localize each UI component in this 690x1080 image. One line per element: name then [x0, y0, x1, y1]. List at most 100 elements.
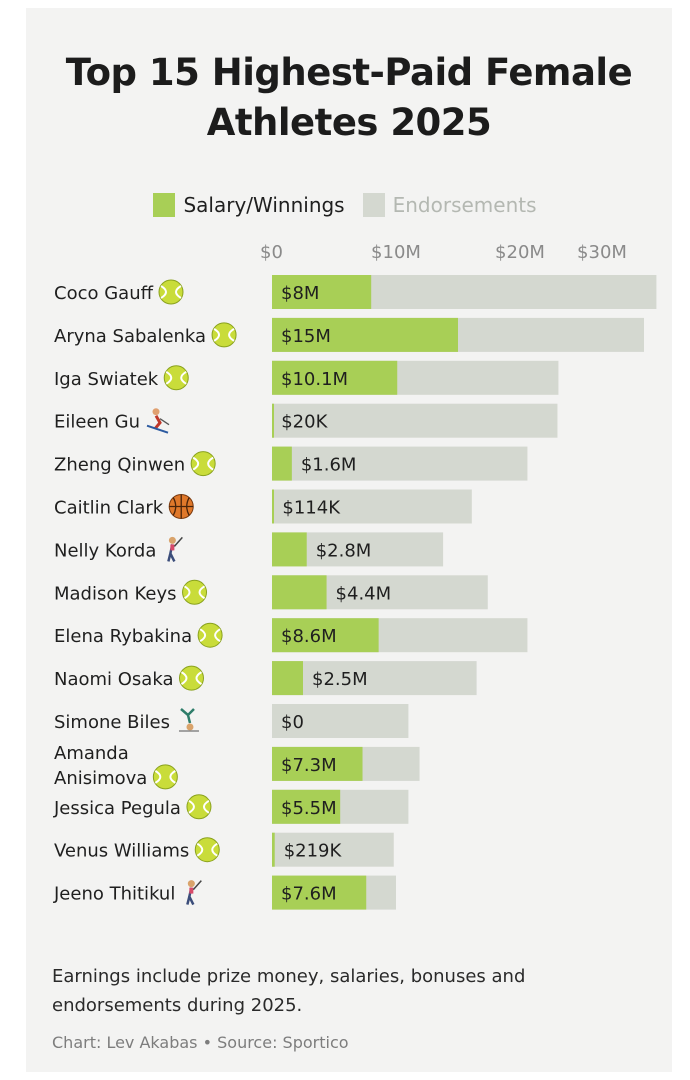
- tennis-ball-seam: [183, 585, 191, 600]
- skier-icon: [146, 408, 170, 434]
- tennis-ball-seam: [198, 585, 206, 600]
- tennis-ball-body: [178, 665, 204, 691]
- tennis-ball-icon: [197, 622, 223, 648]
- x-axis-tick-label: $0: [260, 242, 283, 263]
- tennis-ball-body: [211, 322, 237, 348]
- basketball-seam: [186, 497, 190, 516]
- athlete-name: Iga Swiatek: [54, 369, 159, 390]
- tennis-ball-body: [190, 451, 216, 477]
- athlete-name: Eileen Gu: [54, 412, 140, 433]
- tennis-ball-seam: [228, 328, 235, 342]
- golf-club: [173, 536, 183, 547]
- golfer-head: [168, 536, 176, 544]
- salary-value-label: $114K: [282, 498, 341, 519]
- athlete-name: Caitlin Clark: [54, 498, 164, 519]
- legend-item-salary: Salary/Winnings: [153, 193, 345, 217]
- athlete-name: Coco Gauff: [54, 283, 154, 304]
- basketball-seam: [172, 497, 177, 516]
- tennis-ball-seam: [169, 770, 176, 784]
- source-credit: Chart: Lev Akabas • Source: Sportico: [52, 1033, 349, 1052]
- salary-bar: [272, 875, 367, 910]
- endorsement-bar: [272, 661, 477, 696]
- tennis-ball-seam: [180, 671, 188, 685]
- legend-label-salary: Salary/Winnings: [183, 193, 345, 217]
- tennis-ball-seam: [202, 799, 210, 814]
- tennis-ball-seam: [165, 370, 173, 385]
- skier-head: [152, 408, 160, 416]
- endorsement-bar: [272, 446, 528, 481]
- salary-bar: [272, 746, 363, 781]
- tennis-ball-body: [163, 365, 189, 391]
- tennis-ball-seam: [180, 370, 187, 385]
- salary-value-label: $15M: [281, 326, 331, 347]
- tennis-ball-body: [158, 279, 184, 305]
- golf-club: [192, 880, 202, 891]
- athlete-name-line: Anisimova: [54, 768, 147, 789]
- legend-label-endorsements: Endorsements: [392, 193, 537, 217]
- salary-value-label: $8.6M: [281, 626, 337, 647]
- salary-value-label: $7.6M: [281, 884, 337, 905]
- salary-value-label: $2.8M: [316, 540, 372, 561]
- legend: Salary/Winnings Endorsements: [0, 190, 690, 220]
- salary-bar: [272, 532, 307, 567]
- athlete-name: Aryna Sabalenka: [54, 326, 206, 347]
- athlete-name: Madison Keys: [54, 583, 177, 604]
- tennis-ball-seam: [196, 842, 204, 857]
- skier-skis: [146, 424, 169, 434]
- tennis-ball-body: [182, 579, 208, 605]
- salary-value-label: $2.5M: [312, 669, 368, 690]
- athlete-name: Nelly Korda: [54, 540, 156, 561]
- chart-title-line-2: Athletes 2025: [206, 101, 492, 144]
- chart-title: Top 15 Highest-Paid Female Athletes 2025: [26, 48, 672, 148]
- endorsement-bar: [272, 403, 558, 438]
- salary-bar: [272, 789, 341, 824]
- salary-value-label: $8M: [281, 283, 319, 304]
- tennis-ball-icon: [163, 365, 189, 391]
- athlete-name: Jessica Pegula: [53, 798, 181, 819]
- athlete-name-line: Amanda: [54, 743, 129, 764]
- salary-bar: [272, 275, 372, 309]
- basketball-icon: [168, 494, 194, 519]
- salary-bar: [272, 489, 274, 524]
- tennis-ball-icon: [178, 665, 204, 691]
- endorsement-bar: [272, 704, 409, 738]
- athlete-name: Elena Rybakina: [54, 626, 192, 647]
- tennis-ball-seam: [214, 628, 221, 643]
- legend-swatch-endorsements: [362, 193, 385, 217]
- skier-pole: [159, 418, 170, 426]
- endorsement-bar: [272, 489, 472, 524]
- tennis-ball-body: [197, 622, 223, 648]
- tennis-ball-icon: [182, 579, 208, 605]
- x-axis-tick-label: $20M: [495, 242, 545, 263]
- gymnast-body: [180, 708, 195, 724]
- salary-bar: [272, 832, 275, 867]
- tennis-ball-seam: [213, 328, 221, 342]
- tennis-ball-seam: [207, 456, 214, 471]
- salary-bar: [272, 618, 379, 653]
- tennis-ball-seam: [192, 456, 200, 471]
- tennis-ball-seam: [195, 671, 203, 685]
- salary-value-label: $0: [281, 712, 304, 733]
- salary-value-label: $5.5M: [281, 798, 337, 819]
- footnote: Earnings include prize money, salaries, …: [52, 966, 526, 1016]
- bar-chart: $0 $10M $20M $30M $8M Coco Gauff $15M Aryna Sab…: [53, 242, 657, 910]
- tennis-ball-icon: [194, 837, 220, 863]
- salary-bar: [272, 317, 458, 352]
- salary-bar: [272, 360, 398, 395]
- tennis-ball-seam: [154, 770, 162, 784]
- tennis-ball-icon: [190, 451, 216, 477]
- tennis-ball-icon: [158, 279, 184, 305]
- salary-value-label: $10.1M: [281, 369, 348, 390]
- salary-value-label: $1.6M: [301, 455, 357, 476]
- tennis-ball-seam: [160, 285, 167, 299]
- salary-bar: [272, 575, 327, 610]
- tennis-ball-icon: [211, 322, 237, 348]
- athlete-name: Jeeno Thitikul: [53, 884, 175, 905]
- salary-value-label: $4.4M: [336, 583, 392, 604]
- athlete-name: Zheng Qinwen: [54, 455, 185, 476]
- legend-swatch-salary: [153, 193, 176, 217]
- gymnast-icon: [178, 708, 199, 732]
- gymnast-head: [186, 723, 194, 731]
- salary-value-label: $7.3M: [281, 755, 337, 776]
- tennis-ball-icon: [186, 794, 212, 820]
